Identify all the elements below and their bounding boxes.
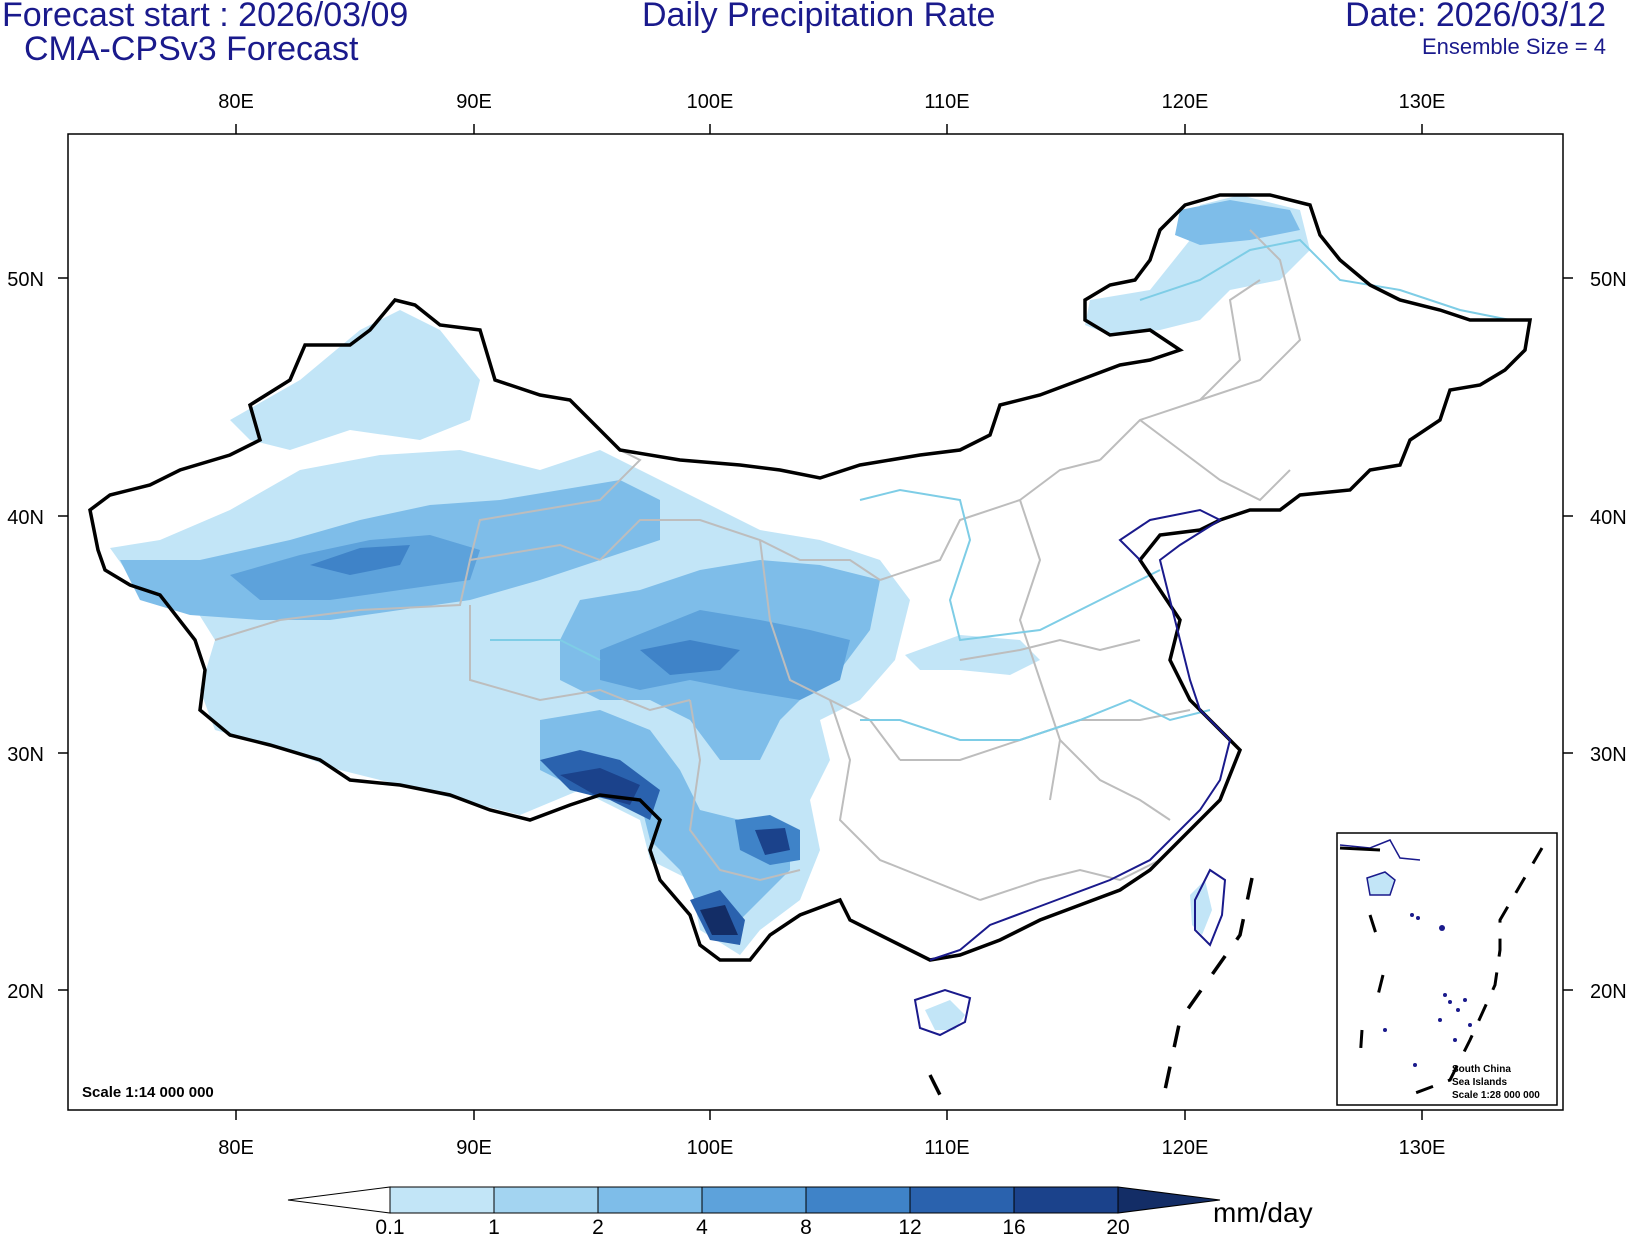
lon-label: 130E [1399, 1137, 1446, 1159]
colorbar-box [1013, 1186, 1119, 1214]
inset-coastline [1339, 839, 1421, 861]
lon-label: 120E [1162, 1137, 1209, 1159]
precip-dark-qinghai-core [640, 640, 740, 675]
lon-label: 90E [456, 91, 492, 113]
lon-label: 90E [456, 1137, 492, 1159]
precip-light-central [905, 635, 1040, 675]
lon-label: 100E [687, 1137, 734, 1159]
lat-label: 20N [7, 981, 44, 1003]
colorbar-level-label: 16 [1002, 1216, 1025, 1236]
precip-dark-tarim-core [310, 545, 410, 575]
colorbar-box [389, 1186, 495, 1214]
lat-labels-left: 50N 40N 30N 20N [7, 269, 44, 1003]
lat-label: 50N [7, 269, 44, 291]
ensemble-size-label: Ensemble Size = 4 [1421, 34, 1606, 59]
inset-islands [1383, 913, 1472, 1067]
colorbar-box [805, 1186, 911, 1214]
colorbar-box [909, 1186, 1015, 1214]
lon-labels-top: 80E 90E 100E 110E 120E 130E [218, 91, 1445, 113]
colorbar-level-label: 4 [696, 1216, 708, 1236]
south-china-sea-inset: South China Sea Islands Scale 1:28 000 0… [1336, 832, 1558, 1106]
colorbar-level-label: 8 [800, 1216, 812, 1236]
hainan-island [913, 988, 972, 1037]
province-boundaries [214, 229, 1302, 901]
precip-light-north [230, 310, 480, 450]
precip-dark-yunnan-core [700, 905, 738, 935]
lon-label: 120E [1162, 91, 1209, 113]
lat-label: 30N [7, 744, 44, 766]
lon-label: 130E [1399, 91, 1446, 113]
lat-label: 20N [1590, 981, 1627, 1003]
forecast-start-label: Forecast start : 2026/03/09 [2, 0, 409, 34]
lon-label: 80E [218, 91, 254, 113]
inset-dashed-line [1358, 847, 1544, 1097]
map-scale-label: Scale 1:14 000 000 [82, 1084, 214, 1101]
lat-label: 50N [1590, 269, 1627, 291]
inset-hainan [1366, 871, 1396, 896]
lat-label: 40N [7, 507, 44, 529]
coastline [929, 508, 1232, 961]
inset-frame [1336, 832, 1558, 1106]
colorbar-level-label: 20 [1106, 1216, 1129, 1236]
lat-label: 40N [1590, 507, 1627, 529]
model-label: CMA-CPSv3 Forecast [24, 30, 359, 68]
colorbar-level-label: 1 [488, 1216, 500, 1236]
rivers [490, 238, 1511, 741]
colorbar-over-triangle [1117, 1186, 1221, 1214]
lon-label: 80E [218, 1137, 254, 1159]
valid-date-label: Date: 2026/03/12 [1345, 0, 1606, 34]
inset-label-line3: Scale 1:28 000 000 [1452, 1090, 1540, 1101]
maritime-boundary [928, 877, 1254, 1106]
colorbar-unit-label: mm/day [1213, 1197, 1313, 1228]
lon-label: 110E [924, 91, 969, 113]
inset-border [1339, 846, 1381, 852]
lon-label: 100E [687, 91, 734, 113]
colorbar: 0.1 1 2 4 8 12 16 20 [287, 1186, 1221, 1236]
colorbar-box [701, 1186, 807, 1214]
colorbar-level-label: 2 [592, 1216, 604, 1236]
colorbar-box [597, 1186, 703, 1214]
precip-medium-northeast [1175, 200, 1300, 245]
axis-ticks [58, 124, 1573, 1120]
lat-label: 30N [1590, 744, 1627, 766]
taiwan-island [1194, 868, 1227, 947]
colorbar-level-label: 12 [898, 1216, 921, 1236]
map-title: Daily Precipitation Rate [642, 0, 996, 34]
colorbar-level-label: 0.1 [375, 1216, 404, 1236]
china-border [88, 193, 1533, 962]
colorbar-box [493, 1186, 599, 1214]
lon-label: 110E [924, 1137, 969, 1159]
lon-labels-bottom: 80E 90E 100E 110E 120E 130E [218, 1137, 1445, 1159]
lat-labels-right: 50N 40N 30N 20N [1590, 269, 1627, 1003]
colorbar-under-triangle [287, 1186, 391, 1214]
precip-light-hainan [925, 1000, 965, 1030]
inset-label-line1: South China [1452, 1064, 1511, 1075]
precip-dark-sichuan-core [755, 828, 790, 855]
inset-label-line2: Sea Islands [1452, 1077, 1507, 1088]
